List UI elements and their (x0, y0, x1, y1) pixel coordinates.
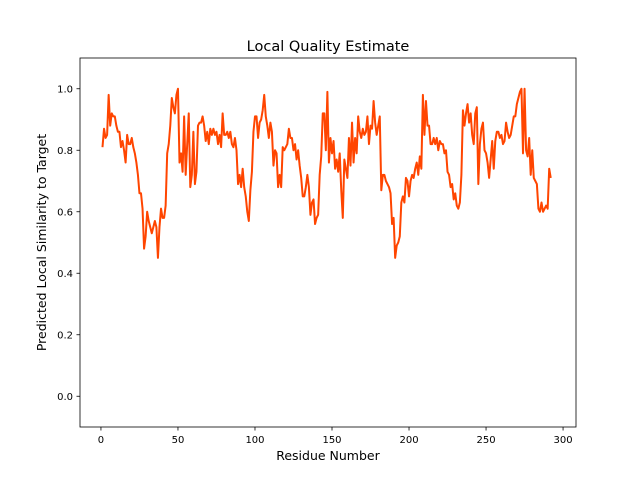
axis-ticks: 0 50 100 150 200 250 300 0.0 0.2 0.4 0.6 0.8 1.0 (57, 84, 573, 446)
series-line (101, 87, 552, 259)
y-tick-label: 0.4 (57, 269, 73, 280)
x-tick-label: 100 (245, 435, 264, 446)
x-axis-label: Residue Number (276, 448, 380, 463)
y-tick-label: 0.6 (57, 207, 73, 218)
x-tick-label: 250 (476, 435, 495, 446)
y-tick-label: 0.2 (57, 330, 73, 341)
plot-frame (79, 57, 577, 428)
x-tick-label: 0 (98, 435, 104, 446)
x-tick-label: 50 (172, 435, 185, 446)
x-tick-label: 150 (322, 435, 341, 446)
y-tick-label: 0.0 (57, 392, 73, 403)
series-lines (101, 87, 552, 259)
y-tick-label: 0.8 (57, 146, 73, 157)
x-tick-label: 300 (554, 435, 573, 446)
chart-title: Local Quality Estimate (247, 39, 410, 55)
y-axis-label: Predicted Local Similarity to Target (34, 134, 49, 351)
y-tick-label: 1.0 (57, 84, 73, 95)
x-tick-label: 200 (399, 435, 418, 446)
